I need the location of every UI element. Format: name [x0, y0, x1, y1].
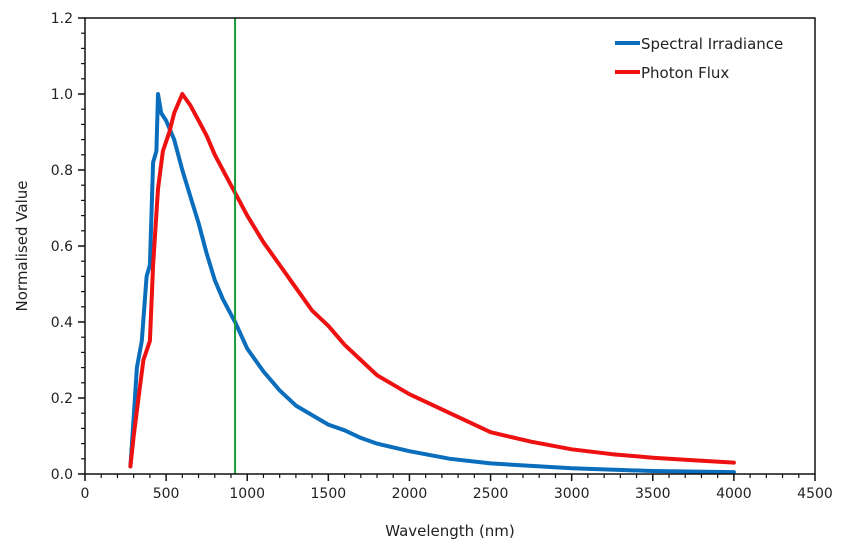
ticks-layer: 0 500 1000 1500 2000 2500 3000 3500 4000 4500 0.0 0…	[51, 11, 833, 502]
legend-label: Photon Flux	[641, 64, 729, 82]
legend-label: Spectral Irradiance	[641, 35, 783, 53]
legend: Spectral Irradiance Photon Flux	[615, 35, 783, 82]
y-tick-label: 0.0	[51, 467, 73, 483]
y-tick-label: 1.0	[51, 87, 73, 103]
x-tick-label: 2500	[473, 486, 509, 502]
x-tick-label: 1000	[229, 486, 265, 502]
x-tick-label: 3500	[635, 486, 671, 502]
y-tick-label: 0.4	[51, 315, 73, 331]
x-tick-label: 4000	[716, 486, 752, 502]
x-axis-label: Wavelength (nm)	[385, 522, 515, 540]
series-layer	[128, 92, 736, 475]
y-tick-label: 0.8	[51, 163, 73, 179]
x-tick-label: 4500	[797, 486, 833, 502]
y-tick-label: 0.6	[51, 239, 73, 255]
series-line-photon-flux	[128, 92, 736, 469]
plot-frame	[84, 17, 816, 475]
y-axis-label: Normalised Value	[13, 181, 31, 312]
x-tick-label: 0	[81, 486, 90, 502]
y-tick-label: 1.2	[51, 11, 73, 27]
y-tick-label: 0.2	[51, 391, 73, 407]
x-tick-label: 2000	[392, 486, 428, 502]
x-tick-label: 3000	[554, 486, 590, 502]
series-line-spectral-irradiance	[128, 92, 736, 475]
x-tick-label: 500	[153, 486, 180, 502]
x-tick-label: 1500	[311, 486, 347, 502]
